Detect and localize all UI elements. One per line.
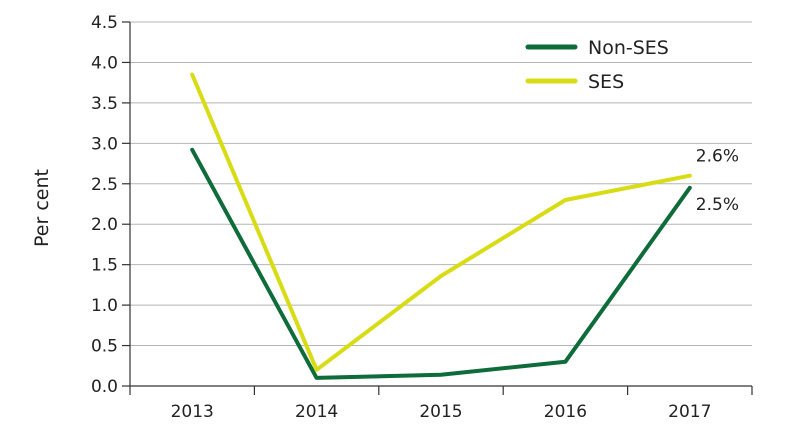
y-tick-label: 1.0	[91, 296, 118, 316]
legend-label: SES	[588, 71, 624, 93]
x-tick-label: 2016	[544, 402, 587, 422]
y-tick-label: 4.5	[91, 13, 118, 33]
x-tick-label: 2013	[171, 402, 214, 422]
x-tick-label: 2017	[668, 402, 711, 422]
non-ses-end-label: 2.5%	[696, 195, 739, 215]
end-value-labels: 2.6% 2.5%	[696, 147, 739, 215]
y-tick-label: 0.0	[91, 377, 118, 397]
x-tick-label: 2014	[295, 402, 338, 422]
y-tick-label: 1.5	[91, 256, 118, 276]
x-tick-label: 2015	[419, 402, 462, 422]
y-tick-label: 3.0	[91, 134, 118, 154]
y-tick-label: 0.5	[91, 337, 118, 357]
ses-end-label: 2.6%	[696, 147, 739, 167]
y-axis-title: Per cent	[31, 169, 53, 247]
series-lines	[190, 72, 692, 380]
y-tick-label: 3.5	[91, 94, 118, 114]
series-line-non-ses	[190, 147, 692, 380]
legend-label: Non-SES	[588, 37, 669, 59]
y-tick-label: 2.0	[91, 215, 118, 235]
y-tick-label: 4.0	[91, 53, 118, 73]
y-tick-label: 2.5	[91, 175, 118, 195]
series-line-ses	[190, 72, 692, 372]
y-axis-ticks: 0.0 0.5 1.0 1.5 2.0 2.5 3.0 3.5 4.0 4.5	[91, 13, 130, 397]
x-axis-ticks: 2013 2014 2015 2016 2017	[129, 386, 753, 422]
legend: Non-SES SES	[525, 37, 669, 93]
